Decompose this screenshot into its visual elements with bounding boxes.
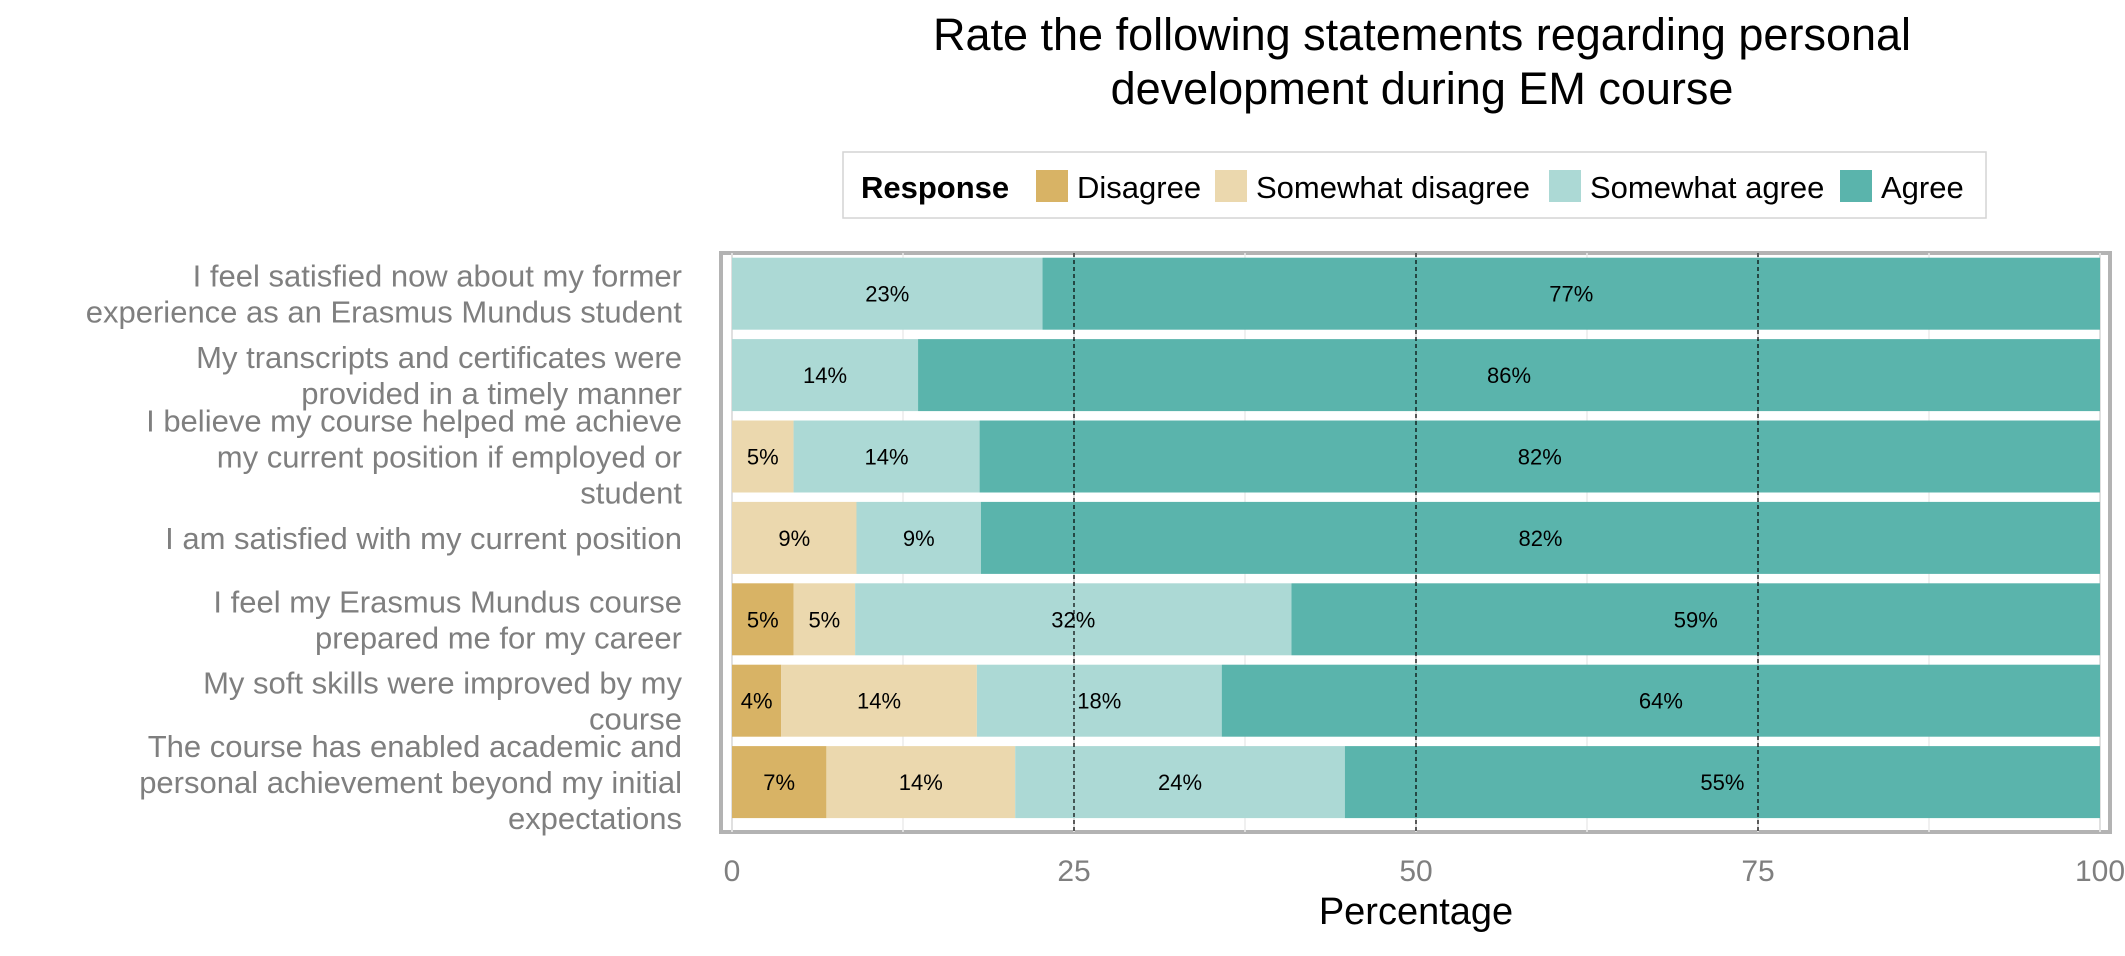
data-label: 14%	[803, 363, 847, 388]
bar-segment	[1015, 746, 1345, 819]
bar-segment	[855, 583, 1292, 656]
x-tick-label: 75	[1741, 855, 1774, 888]
category-label: The course has enabled academic and perso…	[139, 729, 682, 836]
data-label: 32%	[1051, 607, 1095, 632]
bar-segment	[980, 501, 2100, 574]
data-label: 24%	[1158, 770, 1202, 795]
x-tick-label: 0	[724, 855, 741, 888]
chart-title-line: Rate the following statements regarding …	[933, 9, 1911, 60]
legend-key	[1840, 170, 1872, 202]
category-label-line: personal achievement beyond my initial	[139, 765, 682, 800]
bar-segment	[793, 420, 980, 493]
x-axis: 0 25 50 75 100 Percentage	[724, 855, 2125, 933]
category-label: I believe my course helped me achieve my …	[146, 404, 682, 511]
category-label-line: I feel satisfied now about my former	[193, 259, 682, 294]
bar-segment	[793, 583, 856, 656]
category-label: I am satisfied with my current position	[165, 521, 682, 556]
x-axis-label: Percentage	[1319, 891, 1513, 933]
category-label-line: student	[580, 476, 682, 511]
category-label-line: My transcripts and certificates were	[196, 340, 682, 375]
bar-segment	[1042, 257, 2100, 330]
bar-segment	[732, 420, 794, 493]
legend-key	[1215, 170, 1247, 202]
bar-segment	[976, 664, 1222, 737]
chart-title-line: development during EM course	[1111, 63, 1734, 114]
data-label: 55%	[1700, 770, 1744, 795]
data-label: 5%	[808, 607, 840, 632]
bar-segment	[918, 339, 2100, 412]
legend-key	[1036, 170, 1068, 202]
category-label: I feel satisfied now about my former expe…	[86, 259, 683, 330]
category-label-line: The course has enabled academic and	[148, 729, 682, 764]
bar-segment	[1344, 746, 2100, 819]
data-label: 14%	[899, 770, 943, 795]
category-label-line: expectations	[508, 801, 682, 836]
category-label-line: I am satisfied with my current position	[165, 521, 682, 556]
category-label: I feel my Erasmus Mundus course prepared …	[213, 584, 682, 655]
data-label: 4%	[741, 689, 773, 714]
data-label: 64%	[1639, 689, 1683, 714]
bar-segment	[732, 664, 782, 737]
legend-label: Somewhat agree	[1590, 170, 1824, 205]
x-tick-label: 50	[1399, 855, 1432, 888]
legend-label: Somewhat disagree	[1256, 170, 1530, 205]
category-label-line: My soft skills were improved by my	[203, 666, 682, 701]
data-label: 9%	[903, 526, 935, 551]
bar-segment	[1291, 583, 2100, 656]
category-label-line: my current position if employed or	[217, 440, 682, 475]
chart-title-text: Rate the following statements regarding …	[933, 9, 1911, 114]
data-label: 86%	[1487, 363, 1531, 388]
data-label: 82%	[1518, 526, 1562, 551]
data-label: 7%	[763, 770, 795, 795]
x-tick-label: 25	[1057, 855, 1090, 888]
bar-segment	[732, 746, 827, 819]
legend-title: Response	[861, 170, 1009, 205]
bar-segment	[781, 664, 977, 737]
data-label: 59%	[1674, 607, 1718, 632]
data-label: 23%	[865, 282, 909, 307]
category-label-line: course	[589, 702, 682, 737]
category-label-line: I feel my Erasmus Mundus course	[213, 584, 682, 619]
data-label: 18%	[1077, 689, 1121, 714]
bar-segment	[1221, 664, 2100, 737]
bar-segment	[732, 501, 857, 574]
category-label-line: experience as an Erasmus Mundus student	[86, 295, 683, 330]
data-label: 5%	[747, 445, 779, 470]
legend-key	[1549, 170, 1581, 202]
category-label: My transcripts and certificates were prov…	[196, 340, 682, 411]
legend: Response Disagree Somewhat disagree Somewha…	[842, 151, 1987, 219]
data-label: 9%	[778, 526, 810, 551]
bars: 23% 77% 14% 86% 5% 14% 82% 9% 9% 82% 5% 5% 32% 59% 4% 1…	[732, 253, 2101, 832]
bar-segment	[856, 501, 981, 574]
chart-title: Rate the following statements regarding …	[933, 9, 1911, 114]
legend-box	[842, 151, 1987, 219]
bar-segment	[826, 746, 1016, 819]
data-label: 14%	[857, 689, 901, 714]
bar-segment	[732, 583, 794, 656]
bar-segment	[732, 257, 1043, 330]
data-label: 14%	[865, 445, 909, 470]
data-label: 5%	[747, 607, 779, 632]
bar-segment	[979, 420, 2101, 493]
category-label-line: prepared me for my career	[315, 620, 682, 655]
category-label-line: provided in a timely manner	[301, 376, 682, 411]
category-label-line: I believe my course helped me achieve	[146, 404, 682, 439]
y-axis-labels: I feel satisfied now about my former expe…	[86, 259, 683, 836]
category-label: My soft skills were improved by my course	[203, 666, 682, 737]
legend-label: Disagree	[1077, 170, 1201, 205]
data-label: 77%	[1549, 282, 1593, 307]
bar-segment	[732, 339, 919, 412]
data-label: 82%	[1518, 445, 1562, 470]
legend-label: Agree	[1881, 170, 1964, 205]
x-tick-label: 100	[2075, 855, 2125, 888]
